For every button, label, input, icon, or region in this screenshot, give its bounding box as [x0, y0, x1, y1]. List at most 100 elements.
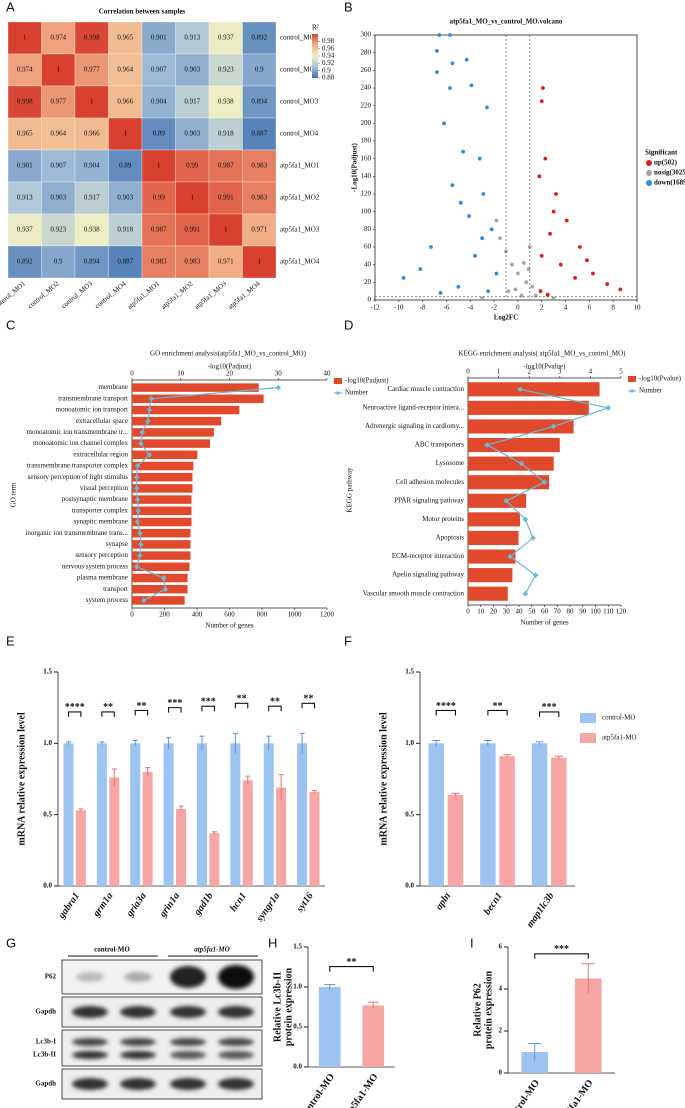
y-tick-label: 0.5 [405, 810, 414, 818]
band [170, 1038, 206, 1046]
cell-label: 0.903 [184, 130, 200, 138]
blot-group-label: control-MO [94, 946, 130, 954]
y-tick-label: 260 [361, 66, 372, 74]
line-marker [530, 535, 536, 541]
cell-label: 0.9 [54, 258, 63, 266]
bar [447, 794, 464, 886]
bar [176, 808, 187, 886]
line-marker [137, 541, 144, 548]
bar [468, 530, 519, 546]
cell-label: 0.892 [251, 34, 267, 42]
x-tick-label: control-MO [299, 1072, 337, 1108]
bar [468, 475, 550, 490]
bar [521, 1052, 549, 1073]
bar [163, 743, 174, 886]
x-tick-label: grin1a [157, 891, 182, 920]
band [218, 1078, 254, 1090]
x2-tick-label: 80 [567, 608, 575, 616]
line-marker [134, 463, 141, 469]
cell-label: 0.904 [151, 98, 167, 106]
heat-cell [41, 213, 76, 247]
panel-label: D [344, 317, 353, 332]
row-label: control_MO3 [280, 98, 319, 106]
heat-cell [208, 245, 243, 279]
heat-cell [141, 149, 176, 183]
heat-cell [141, 181, 176, 215]
cell-label: 0.903 [117, 194, 133, 202]
cell-label: 0.923 [218, 66, 234, 74]
cell-label: 0.991 [184, 226, 200, 234]
cell-label: 0.983 [184, 258, 200, 266]
cell-label: 0.987 [218, 162, 234, 170]
chart-title: KEGG enrichment analysis( atp5fa1_MO_vs_… [459, 350, 627, 358]
line-marker [135, 507, 142, 514]
bar [468, 549, 516, 564]
cell-label: 0.901 [17, 162, 33, 170]
blot-row-label: P62 [45, 973, 57, 981]
x-tick-label: 0 [130, 370, 134, 378]
category-label: ABC transporters [415, 441, 464, 449]
point [494, 218, 499, 223]
x2-tick-label: 800 [257, 611, 268, 619]
bar [132, 562, 190, 572]
x-tick-label: -4 [467, 304, 473, 312]
bar [132, 394, 264, 404]
legend-marker [646, 170, 652, 176]
line-marker [522, 516, 529, 523]
band [72, 1051, 108, 1059]
point [438, 291, 443, 295]
heat-cell [141, 213, 176, 247]
heat-cell [108, 245, 143, 279]
legend-swatch [628, 376, 636, 382]
point [486, 289, 491, 294]
heat-cell [41, 245, 76, 279]
y-axis-label: KEGG pathway [346, 467, 354, 512]
x-tick-label: syngr1a [254, 891, 282, 925]
y-tick-label: 140 [361, 172, 372, 180]
x-tick-label: apln [434, 890, 454, 912]
cell-label: 0.917 [84, 194, 100, 202]
bar [132, 517, 192, 527]
cell-label: 0.892 [17, 258, 33, 266]
bar [468, 568, 513, 583]
cell-label: 0.89 [119, 162, 132, 170]
point [554, 192, 558, 196]
cell-label: 0.923 [50, 226, 66, 234]
bar [531, 743, 548, 886]
cell-label: 1 [224, 226, 228, 234]
cell-label: 0.938 [218, 98, 234, 106]
blot-row-label: Gapdh [35, 1080, 56, 1088]
category-label: transport [103, 585, 128, 593]
x2-tick-label: 30 [503, 608, 511, 616]
band [170, 1006, 206, 1018]
significance-label: *** [542, 702, 557, 713]
cell-label: 0.913 [17, 194, 33, 202]
point [605, 282, 610, 286]
point [591, 271, 595, 276]
x-tick-label: gad1b [192, 891, 216, 919]
y-tick-label: 0.5 [43, 810, 52, 818]
point [469, 83, 474, 88]
point [456, 284, 461, 289]
category-label: ECM-receptor interaction [392, 552, 465, 560]
panel-label: G [6, 935, 16, 950]
panel-label: B [344, 0, 353, 14]
x-axis-label: Number of genes [205, 622, 253, 630]
point [498, 236, 502, 241]
line-marker [503, 497, 510, 504]
cell-label: 0.887 [117, 258, 133, 266]
band [170, 1051, 206, 1059]
category-label: membrane [98, 383, 128, 391]
category-label: Adrenergic signaling in cardiomy... [365, 422, 464, 430]
category-label: transporter complex [72, 506, 129, 514]
cell-label: 0.89 [153, 130, 166, 138]
heat-cell [108, 53, 143, 87]
line-marker [134, 496, 141, 503]
point [450, 183, 455, 188]
significance-bracket [168, 707, 182, 713]
line-marker [137, 530, 143, 537]
heat-cell [74, 85, 109, 119]
colorbar-label: 0.88 [322, 74, 335, 82]
heat-cell [208, 85, 243, 119]
bar [130, 743, 141, 886]
